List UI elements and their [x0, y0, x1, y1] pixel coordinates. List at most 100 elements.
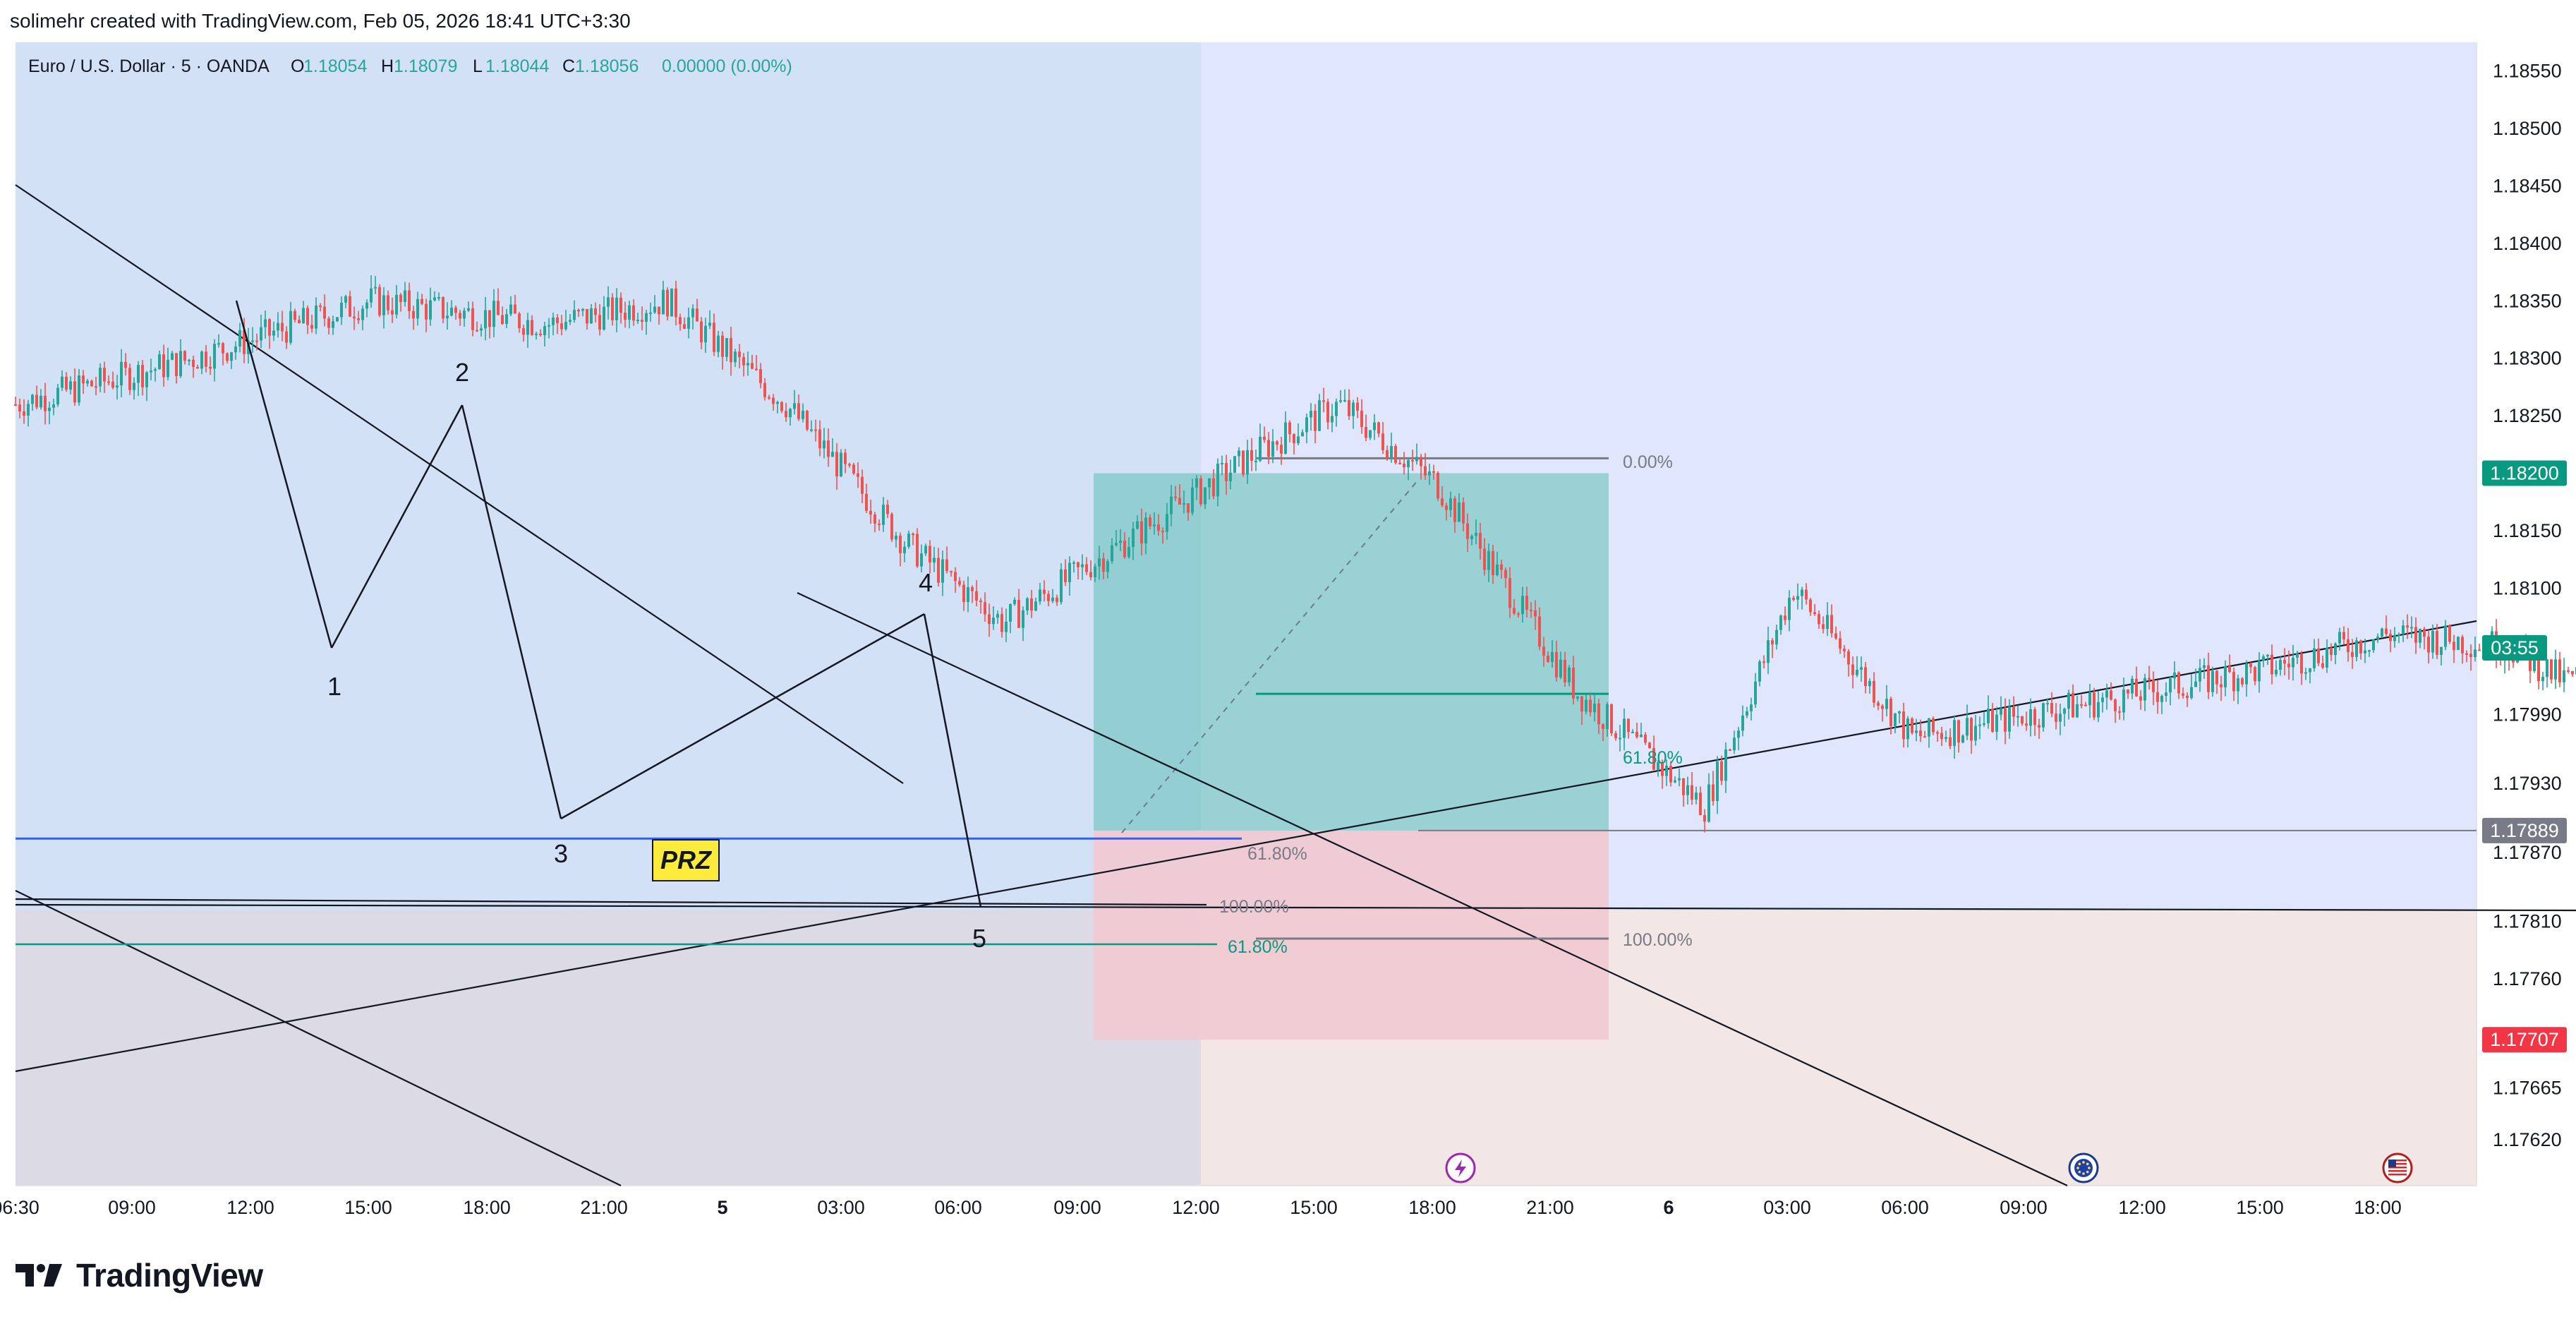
candle[interactable] — [277, 323, 279, 331]
candle[interactable] — [488, 310, 491, 327]
candle[interactable] — [691, 308, 694, 318]
candle[interactable] — [315, 305, 318, 329]
candle[interactable] — [1487, 550, 1490, 570]
candle[interactable] — [82, 375, 85, 384]
candle[interactable] — [1453, 498, 1456, 522]
candle[interactable] — [1530, 609, 1532, 611]
candle[interactable] — [818, 429, 821, 449]
candle[interactable] — [1276, 441, 1278, 445]
candle[interactable] — [641, 320, 643, 322]
candle[interactable] — [1813, 612, 1816, 615]
candle[interactable] — [1699, 793, 1702, 815]
candle[interactable] — [1919, 730, 1922, 737]
candle[interactable] — [929, 546, 931, 563]
candle[interactable] — [2567, 670, 2570, 672]
candle[interactable] — [1923, 736, 1926, 738]
candle[interactable] — [1068, 562, 1071, 582]
candle[interactable] — [1733, 737, 1736, 751]
candle[interactable] — [1238, 450, 1240, 457]
candle[interactable] — [1860, 667, 1863, 670]
candle[interactable] — [535, 333, 538, 335]
candle[interactable] — [1779, 615, 1782, 630]
candle[interactable] — [2241, 678, 2244, 685]
candle[interactable] — [27, 404, 30, 416]
candle[interactable] — [1589, 699, 1592, 713]
candle[interactable] — [2186, 695, 2189, 699]
candle[interactable] — [1576, 696, 1579, 699]
candle[interactable] — [1259, 436, 1262, 461]
trend-line[interactable] — [797, 592, 2068, 1186]
candle[interactable] — [2546, 659, 2548, 677]
candle[interactable] — [526, 320, 529, 335]
candle[interactable] — [2042, 703, 2045, 728]
candle[interactable] — [1415, 457, 1418, 462]
candle[interactable] — [683, 324, 686, 329]
candle[interactable] — [2199, 668, 2201, 682]
candle[interactable] — [1784, 615, 1786, 620]
candle[interactable] — [86, 380, 89, 384]
candle[interactable] — [323, 306, 326, 319]
candle[interactable] — [2097, 701, 2100, 718]
candle[interactable] — [1724, 749, 1727, 781]
candle[interactable] — [1771, 640, 1774, 645]
candle[interactable] — [531, 320, 533, 335]
candle[interactable] — [2436, 630, 2438, 656]
candle[interactable] — [810, 429, 813, 431]
candle[interactable] — [624, 313, 627, 320]
candle[interactable] — [2156, 692, 2159, 702]
candle[interactable] — [1606, 704, 1609, 729]
candle[interactable] — [1822, 624, 1825, 630]
candle[interactable] — [852, 464, 855, 474]
candle[interactable] — [145, 372, 148, 387]
candle[interactable] — [2465, 653, 2468, 655]
candle[interactable] — [1098, 558, 1101, 567]
candle[interactable] — [167, 359, 169, 378]
candle[interactable] — [2330, 647, 2333, 656]
candle[interactable] — [484, 310, 487, 329]
candle[interactable] — [675, 288, 677, 318]
candle[interactable] — [238, 330, 241, 347]
candle[interactable] — [2008, 706, 2011, 732]
candle[interactable] — [734, 351, 737, 363]
candle[interactable] — [1293, 434, 1295, 444]
candle[interactable] — [361, 308, 364, 320]
candle[interactable] — [1212, 478, 1215, 497]
candle[interactable] — [1022, 610, 1024, 628]
candle[interactable] — [2419, 629, 2421, 643]
candle[interactable] — [133, 383, 135, 390]
candle[interactable] — [349, 296, 351, 317]
candle[interactable] — [2143, 677, 2146, 701]
candle[interactable] — [1504, 570, 1507, 579]
candle[interactable] — [1521, 596, 1524, 615]
candle[interactable] — [806, 411, 809, 430]
candle[interactable] — [1335, 402, 1338, 416]
candle[interactable] — [721, 335, 724, 357]
wave-line[interactable] — [923, 613, 982, 908]
candle[interactable] — [776, 402, 779, 404]
candle[interactable] — [1115, 543, 1118, 546]
candle[interactable] — [560, 323, 563, 330]
candle[interactable] — [2190, 687, 2193, 699]
candle[interactable] — [154, 369, 157, 371]
candle[interactable] — [645, 313, 648, 322]
candle[interactable] — [1691, 785, 1693, 800]
candle[interactable] — [1195, 478, 1198, 488]
candle[interactable] — [1623, 718, 1626, 738]
candle[interactable] — [1746, 711, 1748, 716]
candle[interactable] — [2431, 630, 2434, 653]
candle[interactable] — [1242, 450, 1245, 475]
candle[interactable] — [171, 353, 174, 360]
candle[interactable] — [1085, 564, 1088, 572]
candle[interactable] — [1466, 523, 1469, 539]
candle[interactable] — [1627, 718, 1630, 733]
candle[interactable] — [569, 320, 572, 323]
candle[interactable] — [1534, 610, 1537, 617]
candle[interactable] — [442, 297, 445, 319]
candle[interactable] — [1885, 699, 1888, 709]
candle[interactable] — [1970, 718, 1973, 741]
candle[interactable] — [382, 295, 385, 315]
candle[interactable] — [65, 376, 68, 390]
candle[interactable] — [1314, 411, 1317, 431]
candle[interactable] — [99, 368, 102, 387]
candle[interactable] — [1102, 558, 1105, 572]
